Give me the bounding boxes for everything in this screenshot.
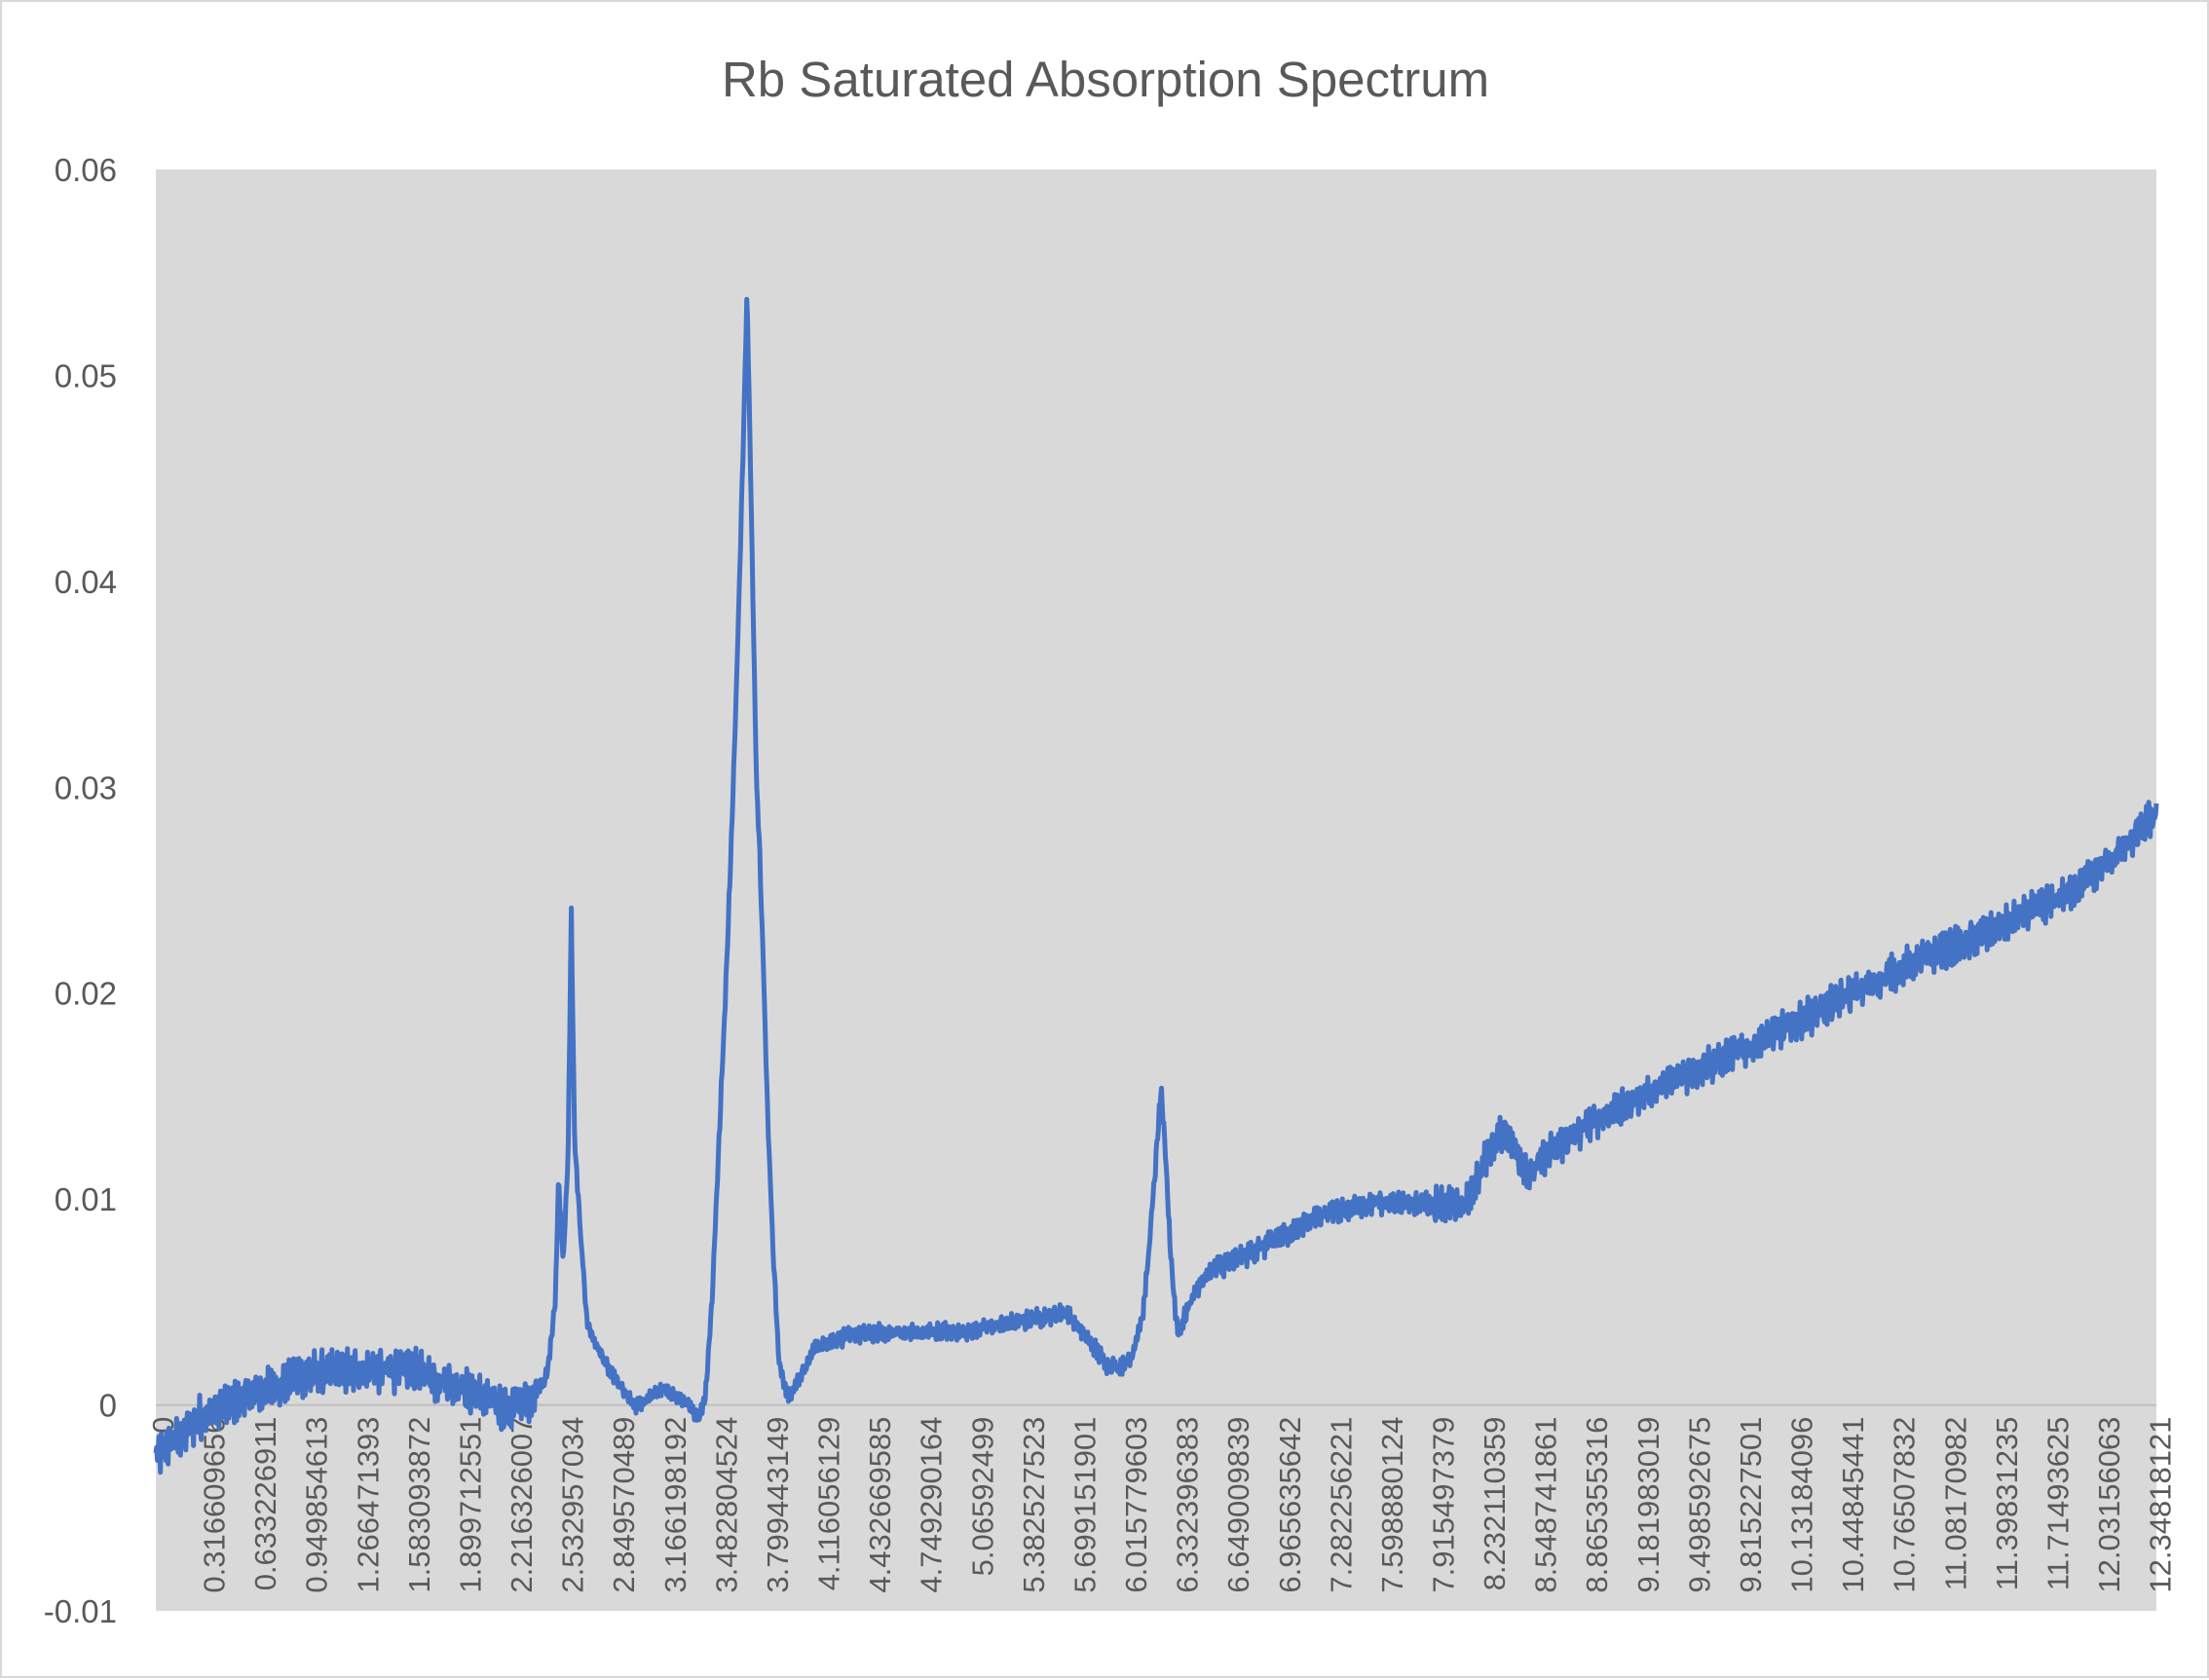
x-tick-label: 2.216326007 bbox=[505, 1417, 539, 1593]
x-tick-label: 12.34818121 bbox=[2144, 1417, 2178, 1593]
x-tick-label: 0 bbox=[146, 1417, 180, 1434]
y-tick-label: -0.01 bbox=[44, 1593, 117, 1629]
series-line bbox=[153, 296, 2159, 1475]
x-tick-label: 5.06592499 bbox=[965, 1417, 999, 1577]
y-axis-ticks: -0.01 0 0.01 0.02 0.03 0.04 0.05 0.06 bbox=[44, 152, 117, 1629]
x-tick-label: 10.13184096 bbox=[1785, 1417, 1819, 1593]
x-tick-label: 12.03156063 bbox=[2092, 1417, 2126, 1593]
x-tick-label: 6.332396383 bbox=[1171, 1417, 1205, 1593]
chart-title: Rb Saturated Absorption Spectrum bbox=[722, 52, 1489, 107]
y-tick-label: 0.02 bbox=[55, 976, 117, 1012]
x-tick-label: 10.76507832 bbox=[1888, 1417, 1922, 1593]
y-tick-label: 0.06 bbox=[55, 152, 117, 188]
x-tick-label: 5.699151901 bbox=[1067, 1417, 1102, 1593]
plot-area bbox=[156, 169, 2156, 1611]
x-tick-label: 6.015779603 bbox=[1119, 1417, 1153, 1593]
x-tick-label: 3.482804524 bbox=[709, 1417, 743, 1593]
x-tick-label: 3.166198192 bbox=[658, 1417, 693, 1593]
x-tick-label: 11.39831235 bbox=[1990, 1417, 2024, 1591]
y-tick-label: 0.03 bbox=[55, 769, 117, 805]
x-tick-label: 11.08170982 bbox=[1938, 1417, 1972, 1591]
x-tick-label: 6.965635642 bbox=[1273, 1417, 1307, 1593]
y-tick-label: 0.01 bbox=[55, 1181, 117, 1217]
x-tick-label: 0.949854613 bbox=[300, 1417, 334, 1593]
x-tick-label: 8.548741861 bbox=[1529, 1417, 1563, 1593]
x-tick-label: 9.815227501 bbox=[1734, 1417, 1768, 1593]
x-tick-label: 11.71493625 bbox=[2041, 1417, 2075, 1591]
x-tick-label: 2.532957034 bbox=[556, 1417, 590, 1593]
y-tick-label: 0.04 bbox=[55, 564, 117, 600]
x-tick-label: 2.849570489 bbox=[607, 1417, 641, 1593]
x-tick-label: 7.598880124 bbox=[1375, 1417, 1409, 1593]
x-tick-label: 4.116056129 bbox=[812, 1417, 846, 1591]
x-tick-label: 0.316609656 bbox=[198, 1417, 232, 1593]
x-tick-label: 4.432669585 bbox=[863, 1417, 897, 1593]
x-tick-label: 9.181983019 bbox=[1631, 1417, 1666, 1593]
x-axis-ticks: 0 0.316609656 0.633226911 0.949854613 1.2664… bbox=[146, 1417, 2178, 1593]
x-tick-label: 4.749290164 bbox=[915, 1417, 949, 1593]
x-tick-label: 1.899712551 bbox=[453, 1417, 487, 1593]
x-tick-label: 7.915497379 bbox=[1427, 1417, 1461, 1593]
x-tick-label: 1.266471393 bbox=[351, 1417, 385, 1593]
y-tick-label: 0.05 bbox=[55, 357, 117, 393]
x-tick-label: 0.633226911 bbox=[248, 1417, 282, 1591]
x-tick-label: 10.44845441 bbox=[1836, 1417, 1870, 1593]
x-tick-label: 8.865355316 bbox=[1580, 1417, 1614, 1593]
x-tick-label: 6.649009839 bbox=[1221, 1417, 1255, 1593]
x-tick-label: 3.799443149 bbox=[761, 1417, 795, 1593]
x-tick-label: 8.232110359 bbox=[1478, 1417, 1512, 1591]
x-tick-label: 1.583093872 bbox=[402, 1417, 436, 1593]
x-tick-label: 5.382527523 bbox=[1017, 1417, 1051, 1593]
x-tick-label: 9.498592675 bbox=[1682, 1417, 1716, 1593]
x-tick-label: 7.282256221 bbox=[1324, 1417, 1358, 1593]
y-tick-label: 0 bbox=[99, 1388, 117, 1424]
